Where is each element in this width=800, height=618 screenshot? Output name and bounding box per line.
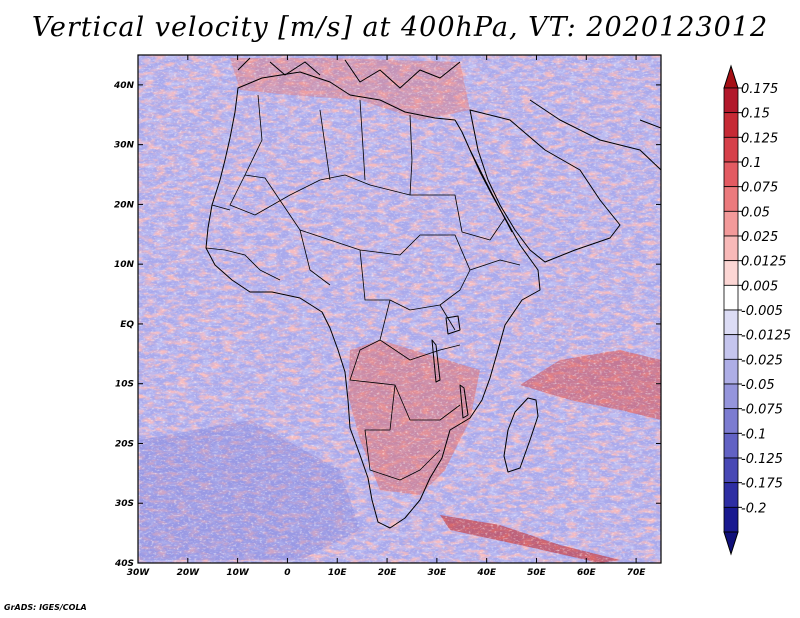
colorbar-label: -0.1 — [741, 427, 766, 442]
lat-tick-label: 20S — [115, 439, 134, 449]
lon-tick-label: 20E — [378, 568, 398, 578]
lon-tick-label: 60E — [577, 568, 597, 578]
lat-tick-label: 40S — [114, 559, 134, 569]
lat-tick-label: 30S — [115, 499, 134, 509]
colorbar-label: -0.175 — [741, 477, 783, 492]
colorbar-max-arrow — [723, 64, 739, 89]
lon-tick-label: 30W — [127, 568, 151, 578]
colorbar-label: -0.005 — [741, 304, 783, 319]
colorbar-swatch — [723, 112, 739, 138]
lat-tick-label: 10N — [114, 260, 135, 270]
colorbar-swatch — [723, 235, 739, 262]
europe-coastline — [237, 57, 461, 89]
lat-tick-label: EQ — [120, 320, 134, 330]
country-borders — [205, 94, 521, 481]
colorbar-label: -0.05 — [741, 378, 775, 393]
colorbar-swatch — [723, 260, 739, 286]
map-frame — [137, 54, 662, 564]
vertical-velocity-field — [138, 55, 661, 563]
colorbar: 0.175 0.15 0.125 0.1 0.075 0.05 0.025 0.0125 0.0… — [723, 64, 791, 556]
colorbar-swatch — [723, 186, 739, 212]
colorbar-label: -0.075 — [741, 403, 783, 418]
colorbar-label: 0.075 — [741, 181, 778, 196]
lon-tick-label: 10E — [328, 568, 348, 578]
lon-tick-label: 20W — [177, 568, 201, 578]
colorbar-swatch — [723, 284, 739, 311]
colorbar-swatch — [723, 506, 739, 533]
lat-tick-label: 30N — [114, 141, 135, 151]
colorbar-swatch — [723, 87, 739, 114]
lon-tick-label: 10W — [226, 568, 250, 578]
colorbar-label: 0.025 — [741, 230, 778, 245]
iran-india-coast — [529, 99, 661, 171]
colorbar-label: -0.0125 — [741, 329, 791, 344]
lat-tick-label: 40N — [113, 81, 135, 91]
lon-tick-label: 50E — [527, 568, 547, 578]
lon-tick-label: 40E — [476, 568, 497, 578]
lon-tick-label: 0 — [284, 568, 290, 578]
colorbar-swatch — [723, 408, 739, 434]
colorbar-label: 0.175 — [741, 82, 778, 97]
colorbar-swatch — [723, 136, 739, 163]
africa-coastline — [205, 71, 541, 529]
colorbar-label: 0.15 — [741, 107, 770, 122]
madagascar-coastline — [503, 397, 539, 473]
colorbar-label: 0.125 — [741, 131, 778, 146]
coastlines-and-borders — [205, 57, 661, 529]
lake-malawi — [459, 384, 469, 419]
colorbar-label: -0.025 — [741, 353, 783, 368]
colorbar-label: -0.125 — [741, 452, 783, 467]
lon-tick-label: 70E — [627, 568, 647, 578]
colorbar-swatch — [723, 457, 739, 484]
colorbar-label: 0.05 — [741, 205, 770, 220]
map-title: Vertical velocity [m/s] at 400hPa, VT: 2… — [31, 12, 769, 43]
lat-tick-label: 10S — [115, 380, 134, 390]
colorbar-swatch — [723, 358, 739, 385]
colorbar-label: 0.1 — [741, 156, 762, 171]
colorbar-swatch — [723, 210, 739, 237]
colorbar-swatch — [723, 309, 739, 336]
lon-tick-label: 30E — [428, 568, 448, 578]
arabian-peninsula-coastline — [469, 109, 621, 263]
lake-victoria — [445, 315, 461, 335]
colorbar-label: 0.005 — [741, 279, 778, 294]
axis-ticks: 30W 20W 10W 0 10E 20E 30E 40E 50E 60E 70E 40N 30N 20N… — [113, 55, 661, 578]
colorbar-swatch — [723, 383, 739, 410]
colorbar-swatch — [723, 432, 739, 459]
colorbar-swatch — [723, 334, 739, 360]
grads-credit: GrADS: IGES/COLA — [4, 603, 87, 612]
lat-tick-label: 20N — [114, 200, 135, 210]
colorbar-swatch — [723, 482, 739, 508]
colorbar-label: 0.0125 — [741, 255, 787, 270]
colorbar-swatch — [723, 161, 739, 188]
lake-tanganyika — [431, 339, 441, 383]
colorbar-label: -0.2 — [741, 501, 766, 516]
colorbar-min-arrow — [723, 531, 739, 556]
